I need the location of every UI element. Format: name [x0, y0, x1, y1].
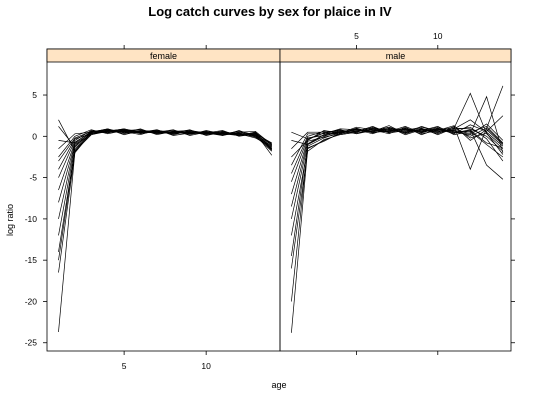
x-tick-label-female: 5 [122, 361, 127, 371]
y-tick-label: -15 [25, 255, 38, 265]
series-line-female-4 [58, 129, 272, 252]
panel-frame-female [46, 48, 281, 352]
series-line-male-4 [291, 85, 504, 257]
series-line-female-2 [58, 130, 273, 273]
series-line-female-3 [58, 130, 273, 261]
x-axis-label: age [271, 380, 286, 390]
axis-ticks: 5 0 -5 -10 -15 -20 -25 5 5 10 10 [25, 31, 515, 371]
y-tick-label: -25 [25, 338, 38, 348]
y-tick-label: -20 [25, 296, 38, 306]
y-tick-label: 5 [32, 90, 37, 100]
series-line-male-3 [291, 95, 504, 269]
series-line-male-12 [291, 115, 504, 158]
series-line-male-11 [291, 127, 504, 166]
series-line-female-6 [58, 129, 272, 219]
strip-male [279, 48, 512, 63]
y-tick-label: -10 [25, 214, 38, 224]
series-line-male-14 [291, 127, 504, 149]
panel-male [291, 85, 504, 333]
series-line-female-16 [58, 119, 273, 152]
panel-female [58, 119, 273, 333]
strip-label-male: male [386, 51, 406, 61]
strip-label-female: female [150, 51, 177, 61]
series-line-male-1 [291, 125, 504, 333]
series-line-male-6 [291, 119, 504, 219]
panel-frame-male [279, 48, 512, 352]
x-tick-label-male: 10 [433, 31, 443, 41]
y-tick-label: 0 [32, 131, 37, 141]
series-line-female-8 [58, 128, 273, 191]
series-line-female-15 [58, 126, 273, 150]
y-tick-label: -5 [29, 173, 37, 183]
series-line-female-12 [58, 129, 273, 158]
series-line-male-15 [291, 126, 504, 155]
series-line-male-2 [291, 92, 504, 302]
series-line-female-1 [58, 129, 273, 333]
series-line-female-9 [58, 129, 272, 178]
series-line-female-5 [58, 128, 273, 236]
series-line-female-7 [58, 129, 273, 203]
x-tick-label-male: 5 [354, 31, 359, 41]
series-line-male-5 [291, 126, 504, 236]
chart-title: Log catch curves by sex for plaice in IV [148, 4, 392, 19]
y-axis-label: log ratio [5, 204, 15, 236]
x-tick-label-female: 10 [201, 361, 211, 371]
